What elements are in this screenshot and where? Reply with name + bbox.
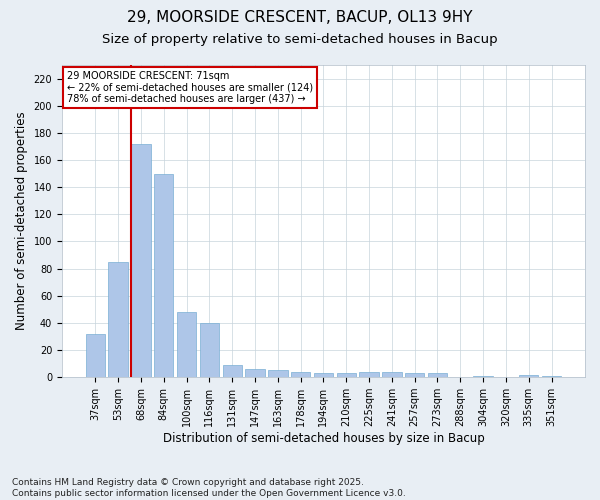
Bar xyxy=(405,373,424,377)
Bar xyxy=(223,365,242,377)
X-axis label: Distribution of semi-detached houses by size in Bacup: Distribution of semi-detached houses by … xyxy=(163,432,484,445)
Bar xyxy=(428,373,447,377)
Bar xyxy=(200,323,219,377)
Bar xyxy=(314,373,333,377)
Bar xyxy=(109,262,128,377)
Bar xyxy=(291,372,310,377)
Bar xyxy=(245,369,265,377)
Bar xyxy=(382,372,401,377)
Bar xyxy=(154,174,173,377)
Bar xyxy=(337,373,356,377)
Bar xyxy=(131,144,151,377)
Bar xyxy=(542,376,561,377)
Text: Size of property relative to semi-detached houses in Bacup: Size of property relative to semi-detach… xyxy=(102,32,498,46)
Text: Contains HM Land Registry data © Crown copyright and database right 2025.
Contai: Contains HM Land Registry data © Crown c… xyxy=(12,478,406,498)
Bar xyxy=(268,370,287,377)
Bar xyxy=(519,374,538,377)
Bar xyxy=(473,376,493,377)
Text: 29 MOORSIDE CRESCENT: 71sqm
← 22% of semi-detached houses are smaller (124)
78% : 29 MOORSIDE CRESCENT: 71sqm ← 22% of sem… xyxy=(67,71,313,104)
Bar xyxy=(359,372,379,377)
Text: 29, MOORSIDE CRESCENT, BACUP, OL13 9HY: 29, MOORSIDE CRESCENT, BACUP, OL13 9HY xyxy=(127,10,473,25)
Bar xyxy=(177,312,196,377)
Y-axis label: Number of semi-detached properties: Number of semi-detached properties xyxy=(15,112,28,330)
Bar xyxy=(86,334,105,377)
